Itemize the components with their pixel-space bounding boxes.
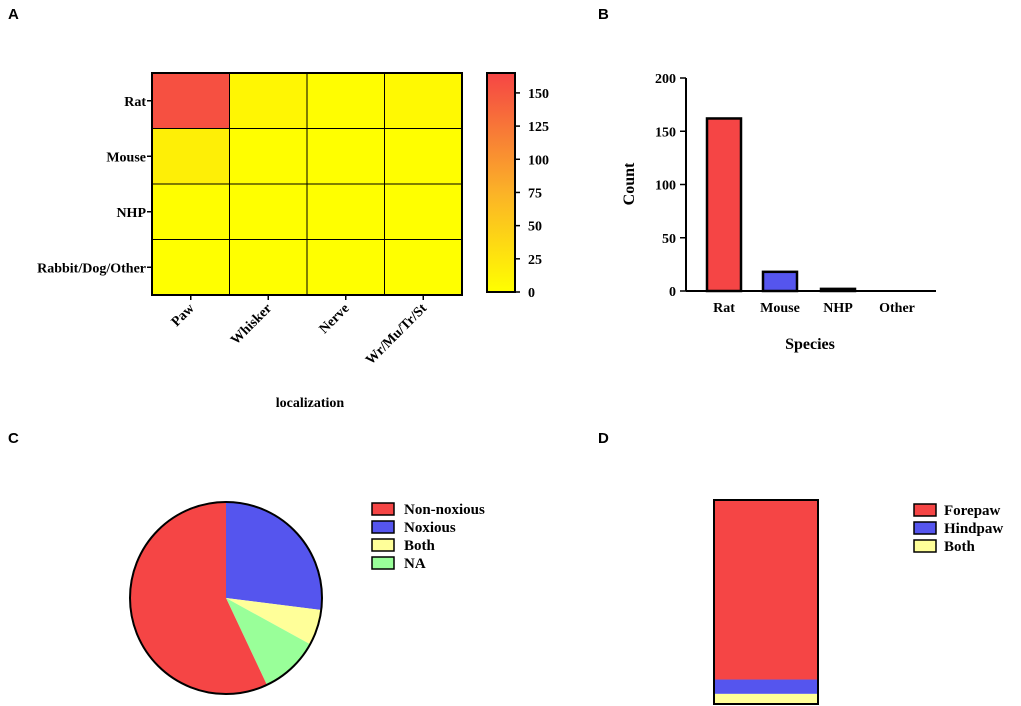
legend-swatch-noxious [371,520,395,534]
legend-label-hindpaw: Hindpaw [944,521,1003,537]
heatmap-row-label: Mouse [106,150,146,165]
bar-mouse [761,270,799,293]
pie-slice-both [226,598,322,645]
x-tick-label: Rat [713,301,735,316]
paw-stacked-bar-chart: Forepaw Hindpaw Both [713,499,1003,705]
legend-label-both: Both [404,538,436,554]
legend-label-forepaw: Forepaw [944,503,1001,519]
heatmap-cell-nhp-whisker [229,183,308,240]
heatmap-cell-nhp-nerve [306,183,385,240]
stack-segment-forepaw [714,500,818,680]
bar-nhp [819,287,857,293]
legend-swatch-non-noxious [371,502,395,516]
colorbar-tick-label: 100 [528,153,549,168]
colorbar-tick-label: 125 [528,120,549,135]
x-axis-label: Species [785,336,835,353]
heatmap-cell-mouse-whisker [229,128,308,185]
heatmap-col-label: Paw [169,301,198,330]
colorbar [486,72,516,293]
y-tick-label: 200 [655,72,676,87]
heatmap-row-label: NHP [116,206,146,221]
heatmap-x-axis-label: localization [276,396,345,411]
heatmap-cell-mouse-wr-mu-tr-st [384,128,463,185]
heatmap-cell-mouse-nerve [306,128,385,185]
heatmap-cell-rabbit-dog-other-nerve [306,239,385,296]
pie-slice-na [226,598,311,685]
y-tick-label: 100 [655,179,676,194]
y-axis-label: Count [621,162,638,205]
stack-segment-both [714,693,818,704]
pie-outline [129,501,323,695]
stimulus-pie-chart: Non-noxious Noxious Both NA [129,501,485,695]
pie-slice-non-noxious [130,502,267,695]
legend-swatch-forepaw [913,503,937,517]
pie-slice-noxious [226,502,322,611]
colorbar-tick-label: 150 [528,87,549,102]
heatmap-row-label: Rabbit/Dog/Other [37,261,146,276]
legend-swatch-na [371,556,395,570]
colorbar-tick-label: 25 [528,253,542,268]
heatmap-cell-rat-paw [151,72,230,129]
legend-swatch-both [913,539,937,553]
legend-label-non-noxious: Non-noxious [404,502,485,518]
legend-label-na: NA [404,556,426,572]
heatmap-row-label: Rat [124,95,146,110]
heatmap-cell-nhp-wr-mu-tr-st [384,183,463,240]
stack-segment-hindpaw [714,679,818,694]
x-tick-label: Mouse [760,301,800,316]
legend-label-noxious: Noxious [404,520,456,536]
legend-swatch-both [371,538,395,552]
panel-label-b: B [598,6,609,23]
colorbar-tick-label: 0 [528,286,535,301]
y-tick-label: 150 [655,125,676,140]
heatmap-cell-rat-nerve [306,72,385,129]
heatmap-col-label: Wr/Mu/Tr/St [363,301,430,368]
heatmap-col-label: Nerve [317,301,353,337]
panel-label-c: C [8,430,19,447]
x-tick-label: Other [879,301,915,316]
panel-label-a: A [8,6,19,23]
species-bar-chart: 0 50 100 150 200 Rat Mouse NHP Other Species Count [621,72,936,353]
bar-rat [705,117,743,293]
heatmap-cell-rat-wr-mu-tr-st [384,72,463,129]
heatmap-chart: Rat Mouse NHP Rabbit/Dog/Other Paw Whisker Ner… [37,72,549,411]
heatmap-cell-rat-whisker [229,72,308,129]
panel-label-d: D [598,430,609,447]
x-tick-label: NHP [823,301,853,316]
heatmap-cell-mouse-paw [151,128,230,185]
colorbar-tick-label: 75 [528,186,542,201]
heatmap-frame [151,72,463,296]
legend-swatch-hindpaw [913,521,937,535]
y-tick-label: 0 [669,285,676,300]
stack-outline [713,499,819,705]
heatmap-cell-rabbit-dog-other-whisker [229,239,308,296]
heatmap-col-label: Whisker [228,301,275,348]
heatmap-cell-rabbit-dog-other-wr-mu-tr-st [384,239,463,296]
colorbar-tick-label: 50 [528,220,542,235]
heatmap-cell-nhp-paw [151,183,230,240]
legend-label-both: Both [944,539,976,555]
y-tick-label: 50 [662,232,676,247]
heatmap-cell-rabbit-dog-other-paw [151,239,230,296]
